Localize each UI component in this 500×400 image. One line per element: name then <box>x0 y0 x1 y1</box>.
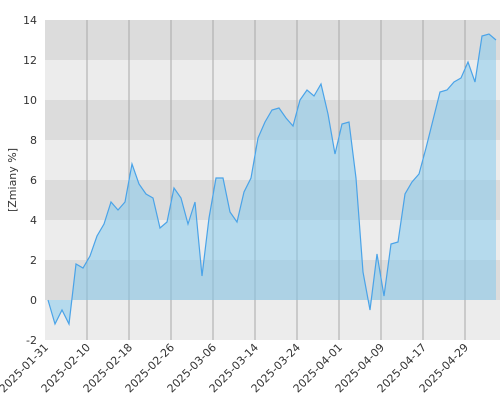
area <box>48 34 496 324</box>
line <box>47 33 497 327</box>
y-tick-label: 14 <box>23 14 37 27</box>
y-tick-label: 0 <box>30 294 37 307</box>
grid-band <box>45 300 500 340</box>
y-tick-label: 12 <box>23 54 37 67</box>
y-tick-label: -2 <box>26 334 37 347</box>
y-tick-label: 4 <box>30 214 37 227</box>
y-tick-label: 10 <box>23 94 37 107</box>
grid-band <box>45 60 500 100</box>
y-tick-label: 6 <box>30 174 37 187</box>
y-tick-label: 8 <box>30 134 37 147</box>
grid-band <box>45 20 500 60</box>
y-axis-title: [Zmiany %] <box>6 148 19 212</box>
y-tick-label: 2 <box>30 254 37 267</box>
